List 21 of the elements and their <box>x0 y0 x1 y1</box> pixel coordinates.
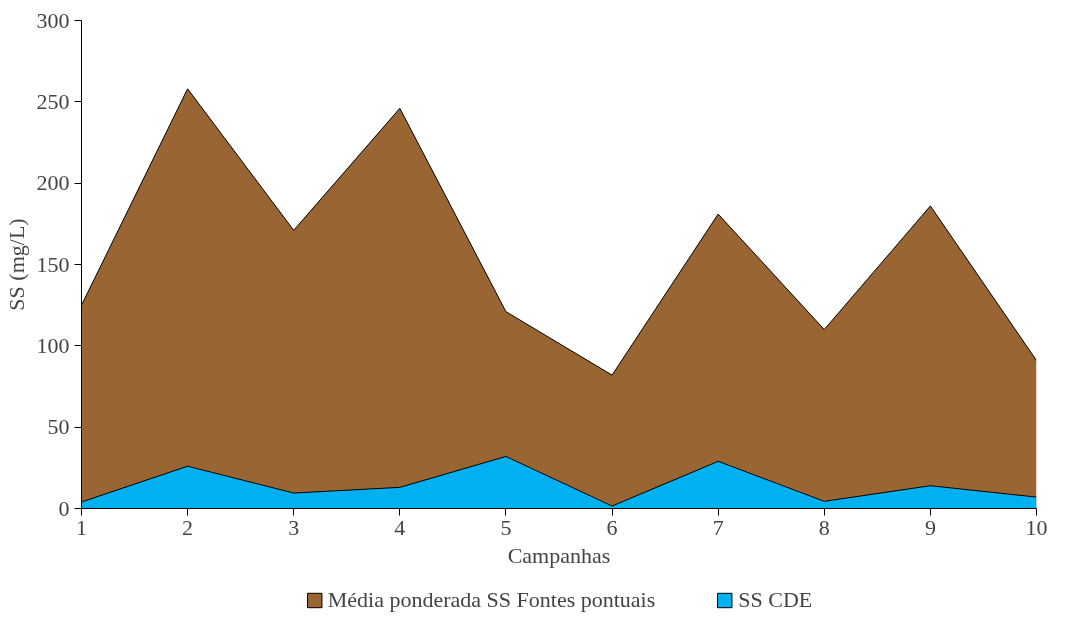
y-tick-label: 100 <box>36 332 70 358</box>
y-tick-label: 50 <box>47 414 70 440</box>
y-axis-title: SS (mg/L) <box>3 218 29 311</box>
legend-label: Média ponderada SS Fontes pontuais <box>327 587 656 613</box>
x-tick-label: 5 <box>500 514 512 540</box>
x-tick-label: 10 <box>1025 514 1048 540</box>
x-tick-label: 2 <box>182 514 194 540</box>
x-tick-label: 7 <box>712 514 724 540</box>
y-tick-label: 300 <box>36 7 70 33</box>
x-axis-title: Campanhas <box>507 542 611 568</box>
y-tick-label: 0 <box>58 495 70 521</box>
legend-label: SS CDE <box>738 587 813 613</box>
y-tick-label: 200 <box>36 170 70 196</box>
x-tick-label: 1 <box>76 514 87 540</box>
x-tick-label: 6 <box>606 514 618 540</box>
x-tick-label: 4 <box>394 514 406 540</box>
x-tick-label: 8 <box>818 514 830 540</box>
y-tick-label: 150 <box>36 251 70 277</box>
y-tick-label: 250 <box>36 88 70 114</box>
x-tick-label: 9 <box>924 514 936 540</box>
x-tick-label: 3 <box>288 514 300 540</box>
